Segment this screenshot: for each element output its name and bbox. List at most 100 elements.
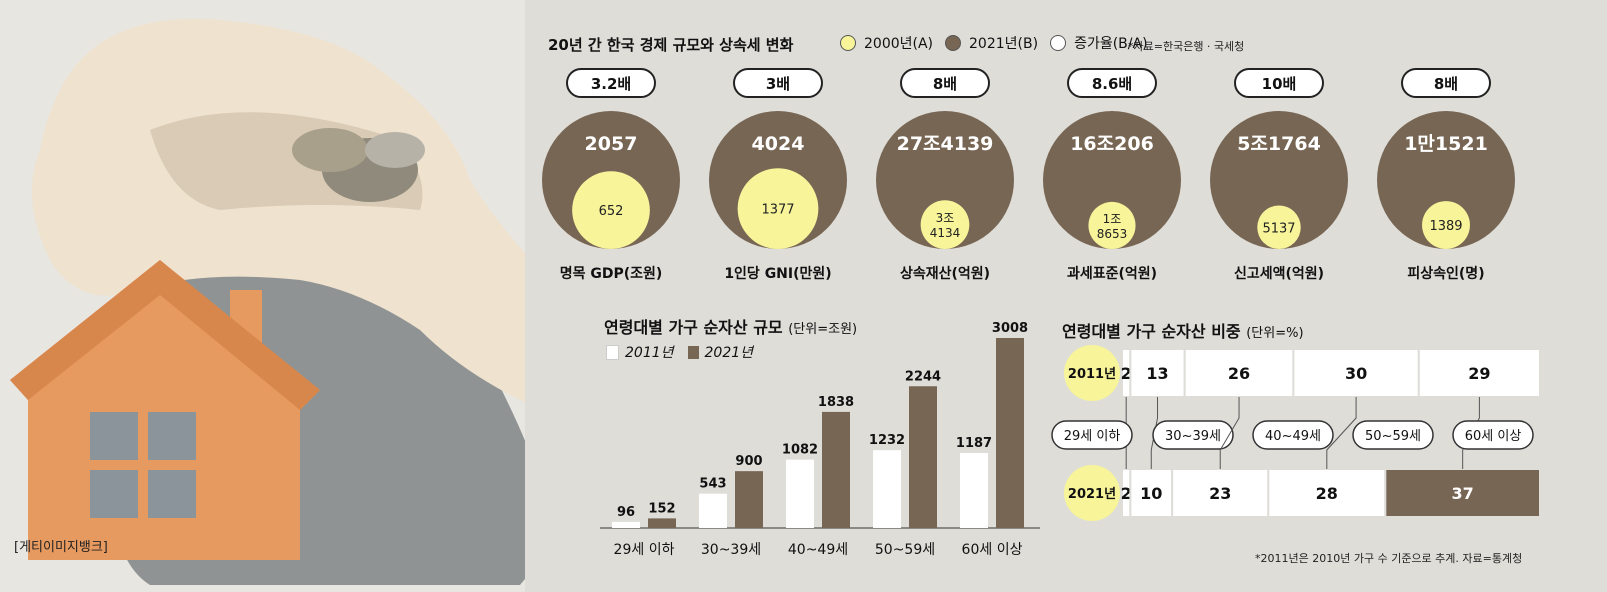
- year-bubble-label: 2021년: [1068, 487, 1116, 502]
- bar-chart-title: 연령대별 가구 순자산 규모 (단위=조원): [604, 318, 858, 337]
- top-legend: 2000년(A) 2021년(B) 증가율(B/A): [840, 33, 1152, 53]
- share-category-label: 30~39세: [1165, 429, 1221, 444]
- bar-category-label: 40~49세: [788, 542, 848, 558]
- house-window-illustration: [90, 412, 138, 460]
- ratio-label: 8.6배: [1092, 75, 1132, 93]
- year-bubble: [1064, 345, 1120, 401]
- bar-2-0: [786, 459, 814, 528]
- growth-item-0: 3.2배 2057 652 명목 GDP(조원): [542, 68, 680, 282]
- share-category-label: 60세 이상: [1465, 429, 1522, 444]
- item-label: 피상속인(명): [1407, 265, 1484, 282]
- bar-value-label: 543: [699, 477, 726, 492]
- photo-credit: [게티이미지뱅크]: [14, 540, 108, 555]
- growth-item-5: 8배 1만1521 1389 피상속인(명): [1377, 68, 1515, 282]
- bar-3-0: [873, 450, 901, 528]
- value-2021: 4024: [752, 133, 805, 155]
- share-connector: [1219, 397, 1240, 469]
- value-2000: 1조: [1103, 212, 1122, 226]
- value-2000: 1389: [1429, 219, 1462, 234]
- bar-category-label: 29세 이하: [614, 542, 675, 558]
- share-category-pill: [1252, 420, 1334, 450]
- ratio-label: 3.2배: [591, 75, 631, 93]
- ratio-label: 10배: [1262, 75, 1297, 93]
- bar-value-label: 152: [648, 501, 675, 516]
- share-segment-1-4: [1384, 468, 1541, 518]
- value-2021: 27조4139: [897, 133, 994, 155]
- circle-2000: [1257, 205, 1301, 250]
- bar-1-1: [735, 471, 763, 528]
- ratio-label: 8배: [933, 75, 957, 93]
- share-category-pill: [1152, 420, 1234, 450]
- ratio-pill: [566, 68, 656, 98]
- share-category-pill: [1051, 420, 1133, 450]
- share-value-label: 23: [1209, 484, 1231, 503]
- circle-2021: [1210, 111, 1348, 249]
- share-value-label: 2: [1121, 484, 1132, 503]
- value-2000: 3조: [936, 211, 955, 225]
- ratio-pill: [1067, 68, 1157, 98]
- share-value-label: 30: [1345, 364, 1367, 383]
- value-2021: 5조1764: [1237, 133, 1321, 155]
- bar-value-label: 1838: [818, 395, 854, 410]
- circle-2000: [920, 200, 970, 250]
- bar-legend-swatch-0: [606, 344, 619, 360]
- year-bubble: [1064, 465, 1120, 521]
- circle-2000: [737, 168, 819, 249]
- year-bubble-label: 2011년: [1068, 367, 1116, 382]
- bar-value-label: 1232: [869, 433, 905, 448]
- value-2021: 1만1521: [1404, 133, 1488, 155]
- circle-2021: [1377, 111, 1515, 249]
- value-2000: 652: [599, 204, 624, 219]
- ratio-label: 3배: [766, 75, 790, 93]
- bar-category-label: 50~59세: [875, 542, 935, 558]
- share-category-label: 40~49세: [1265, 429, 1321, 444]
- share-value-label: 10: [1140, 484, 1162, 503]
- legend-swatch-0: [840, 35, 856, 51]
- share-value-label: 28: [1316, 484, 1338, 503]
- item-label: 신고세액(억원): [1234, 265, 1324, 282]
- sack-cloth-illustration: [32, 18, 590, 410]
- bar-0-1: [648, 518, 676, 528]
- bar-chart-legend: 2011년 2021년: [606, 342, 761, 362]
- share-value-label: 29: [1468, 364, 1490, 383]
- item-label: 명목 GDP(조원): [560, 265, 663, 282]
- value-2021: 2057: [585, 133, 638, 155]
- top-section-title: 20년 간 한국 경제 규모와 상속세 변화: [548, 36, 794, 54]
- bar-category-label: 60세 이상: [962, 542, 1023, 558]
- bar-4-1: [996, 338, 1024, 528]
- legend-label-2: 증가율(B/A): [1074, 36, 1148, 52]
- share-value-label: 26: [1228, 364, 1250, 383]
- legend-swatch-2: [1050, 35, 1067, 51]
- share-value-label: 2: [1121, 364, 1132, 383]
- share-value-label: 13: [1146, 364, 1168, 383]
- bar-value-label: 3008: [992, 321, 1028, 336]
- growth-item-1: 3배 4024 1377 1인당 GNI(만원): [709, 68, 847, 282]
- circle-2000: [1088, 201, 1136, 249]
- bar-2-1: [822, 411, 850, 528]
- legend-swatch-1: [945, 35, 962, 51]
- bar-value-label: 2244: [905, 369, 941, 384]
- circle-2000: [572, 171, 650, 249]
- ratio-pill: [733, 68, 823, 98]
- value-2021: 16조206: [1070, 133, 1154, 155]
- bar-3-1: [909, 386, 937, 528]
- share-category-label: 29세 이하: [1064, 429, 1121, 444]
- value-2000: 5137: [1262, 221, 1295, 236]
- share-segment-0-2: [1183, 348, 1295, 398]
- share-connector: [1326, 397, 1357, 469]
- item-label: 과세표준(억원): [1067, 266, 1157, 282]
- value-2000: 4134: [930, 226, 961, 240]
- legend-label-1: 2021년(B): [969, 36, 1039, 52]
- bar-value-label: 900: [735, 454, 762, 469]
- bar-legend-label-0: 2011년: [625, 345, 674, 361]
- value-2000: 1377: [761, 203, 794, 218]
- bar-value-label: 1187: [956, 436, 992, 451]
- share-chart-title: 연령대별 가구 순자산 비중 (단위=%): [1062, 322, 1304, 341]
- share-chart-footnote: *2011년은 2010년 가구 수 기준으로 추계. 자료=통계청: [1255, 552, 1523, 565]
- ratio-pill: [900, 68, 990, 98]
